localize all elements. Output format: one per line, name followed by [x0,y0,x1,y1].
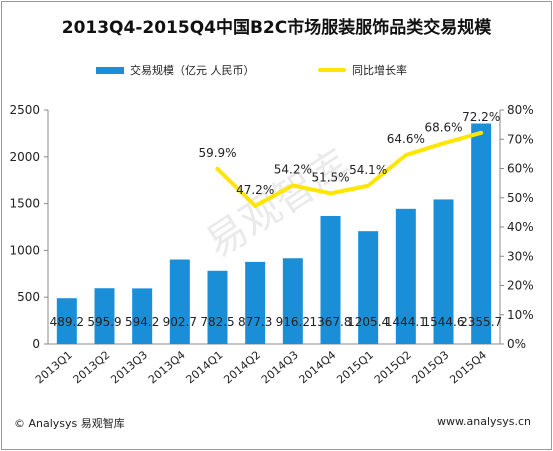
legend-label-bar: 交易规模（亿元 人民币） [130,64,255,77]
bar-value-label: 2355.7 [460,315,502,329]
y-right-tick-label: 60% [507,162,534,176]
bar [56,298,77,344]
footer-copyright: © Analysys 易观智库 [14,417,125,430]
y-right-tick-label: 30% [507,249,534,263]
bar-value-label: 916.2 [276,315,310,329]
x-tick-label: 2013Q2 [71,348,113,386]
bar [358,231,379,344]
growth-label: 54.1% [349,163,387,177]
y-right-tick-label: 40% [507,220,534,234]
growth-label: 68.6% [424,120,462,134]
chart-title: 2013Q4-2015Q4中国B2C市场服装服饰品类交易规模 [61,18,492,38]
bar [94,288,115,344]
legend-swatch-bar [96,66,124,74]
legend-swatch-line [318,68,346,72]
bar-value-label: 877.3 [238,315,272,329]
bar-value-label: 489.2 [50,315,84,329]
bar-value-label: 1205.4 [347,315,389,329]
y-left-tick-label: 0 [32,337,40,351]
bar [282,258,303,344]
growth-label: 72.2% [462,110,500,124]
y-left-tick-label: 2500 [9,103,40,117]
x-tick-label: 2013Q1 [33,348,75,386]
bar [395,208,416,344]
bar-value-label: 594.2 [125,315,159,329]
growth-label: 51.5% [311,170,349,184]
x-tick-label: 2013Q4 [146,348,188,386]
growth-label: 47.2% [236,183,274,197]
y-left-tick-label: 1000 [9,243,40,257]
bar-value-label: 782.5 [200,315,234,329]
growth-line [215,130,484,208]
y-right-tick-label: 20% [507,279,534,293]
legend-label-line: 同比增长率 [352,64,407,77]
x-tick-label: 2014Q4 [297,348,339,386]
y-right-tick-label: 50% [507,191,534,205]
bar [245,261,266,344]
footer-url: www.analysys.cn [437,415,531,428]
bar [132,288,153,344]
bar-value-label: 902.7 [163,315,197,329]
y-left-tick-label: 1500 [9,197,40,211]
growth-label: 59.9% [198,146,236,160]
x-tick-label: 2015Q4 [447,348,489,386]
x-tick-label: 2015Q3 [410,348,452,386]
bar-value-label: 595.9 [87,315,121,329]
growth-label: 54.2% [274,162,312,176]
legend-item-line: 同比增长率 [318,62,407,78]
y-left-tick-label: 2000 [9,150,40,164]
x-tick-label: 2014Q1 [184,348,226,386]
legend-item-bar: 交易规模（亿元 人民币） [96,62,255,78]
bar [169,259,190,344]
bar [320,215,341,344]
y-right-tick-label: 10% [507,308,534,322]
x-tick-label: 2014Q3 [259,348,301,386]
bar-value-label: 1367.8 [310,315,352,329]
y-right-tick-label: 80% [507,103,534,117]
x-tick-label: 2015Q2 [372,348,414,386]
growth-label: 64.6% [387,132,425,146]
y-left-tick-label: 500 [17,290,40,304]
bar [433,199,454,344]
bar-value-label: 1544.6 [423,315,465,329]
x-tick-label: 2014Q2 [221,348,263,386]
y-right-tick-label: 70% [507,132,534,146]
bar [207,270,228,344]
x-tick-label: 2013Q3 [108,348,150,386]
bar-value-label: 1444.1 [385,315,427,329]
y-right-tick-label: 0% [507,337,526,351]
x-tick-label: 2015Q1 [334,348,376,386]
bar [471,123,492,345]
